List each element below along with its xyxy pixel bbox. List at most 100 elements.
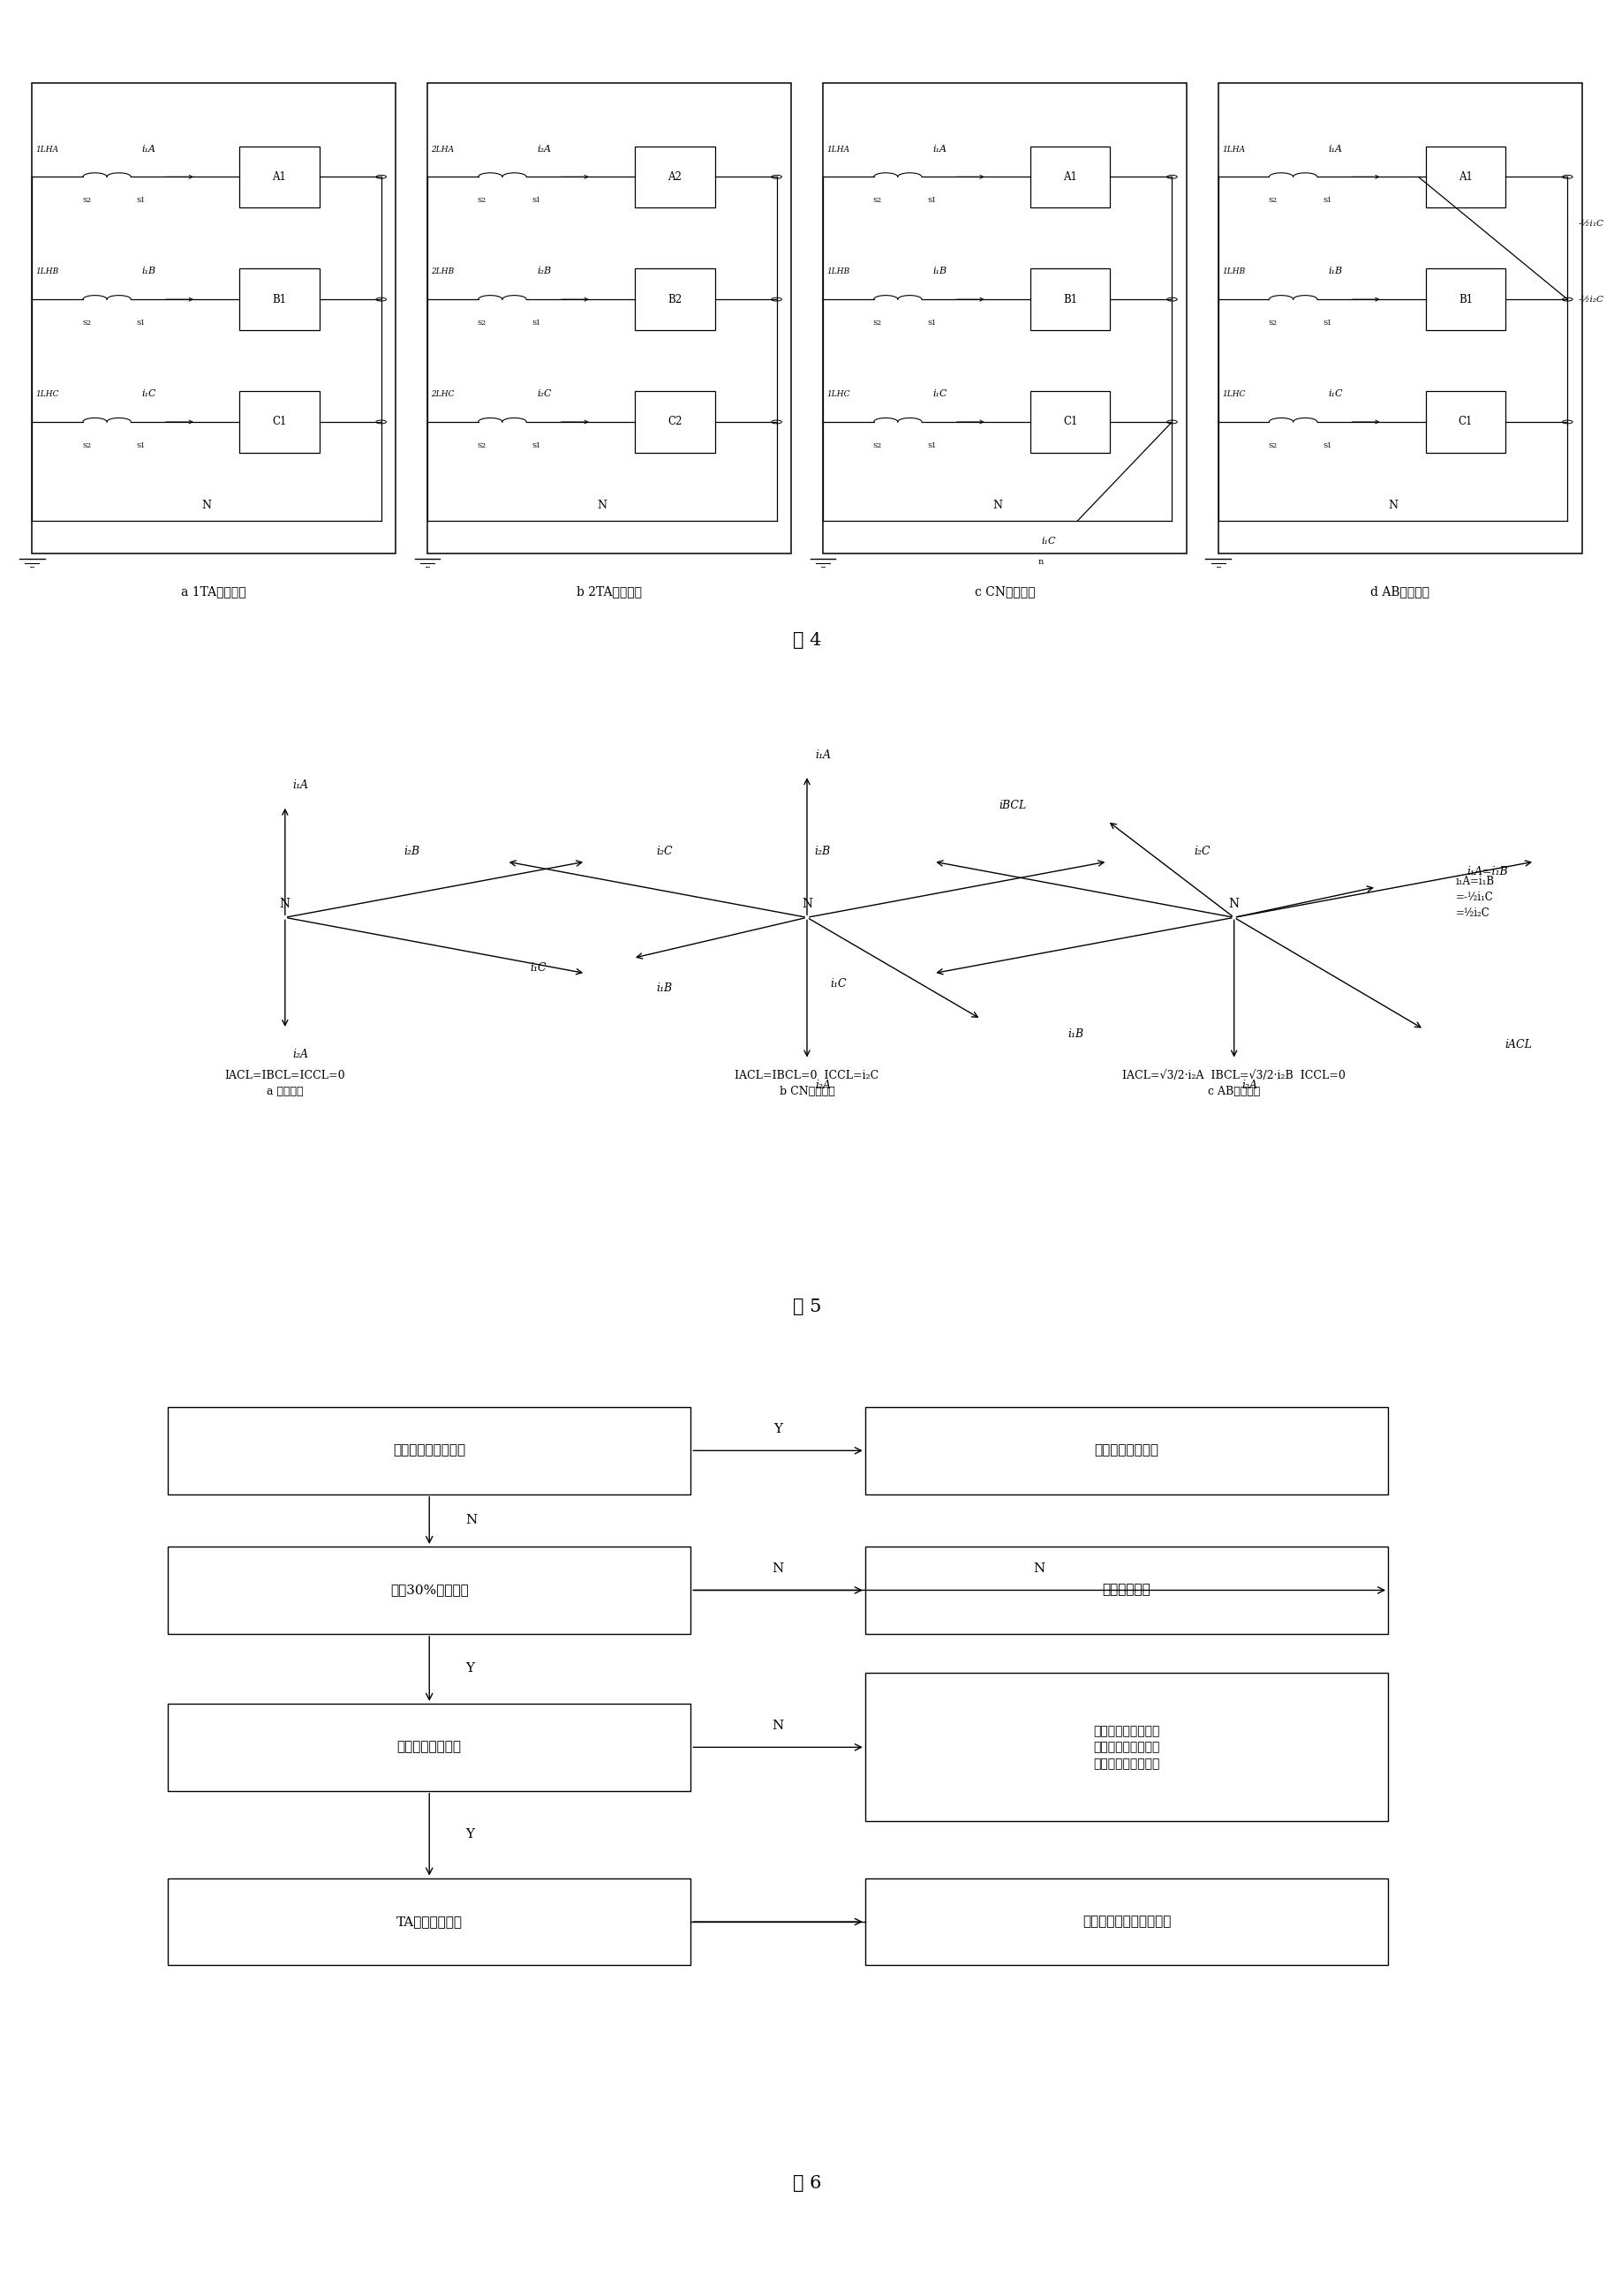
Text: 1LHC: 1LHC (36, 390, 60, 397)
Text: 其它侧电流也有变化
说明变化是负荷电流
变动引起的正常现象: 其它侧电流也有变化 说明变化是负荷电流 变动引起的正常现象 (1093, 1724, 1160, 1770)
Text: N: N (771, 1561, 784, 1575)
FancyBboxPatch shape (239, 390, 320, 452)
Text: S1: S1 (1323, 441, 1332, 450)
Text: S1: S1 (1323, 197, 1332, 204)
Text: 不作任何处理: 不作任何处理 (1102, 1584, 1151, 1596)
Text: i₁C: i₁C (1041, 537, 1056, 546)
Text: B1: B1 (1459, 294, 1472, 305)
FancyBboxPatch shape (1030, 390, 1110, 452)
Text: i₁A=i₁B: i₁A=i₁B (1467, 866, 1507, 877)
Text: iACL: iACL (1506, 1038, 1532, 1049)
Text: 下降30%或者以上: 下降30%或者以上 (391, 1584, 468, 1596)
Text: 2LHC: 2LHC (431, 390, 455, 397)
Text: S2: S2 (1269, 441, 1277, 450)
Text: 图 6: 图 6 (792, 2174, 822, 2193)
Text: i₂B: i₂B (404, 845, 420, 856)
Text: i₂C: i₂C (537, 390, 552, 397)
Text: N: N (202, 501, 211, 512)
Text: S2: S2 (873, 319, 881, 326)
FancyBboxPatch shape (168, 1548, 691, 1635)
Text: i₁B: i₁B (142, 266, 157, 276)
Text: i₂A: i₂A (537, 145, 552, 154)
Text: N: N (1388, 501, 1398, 512)
Text: S1: S1 (533, 441, 541, 450)
Text: A1: A1 (1064, 172, 1077, 184)
Text: A1: A1 (1459, 172, 1472, 184)
Text: S1: S1 (928, 197, 936, 204)
Text: 1LHA: 1LHA (826, 145, 849, 154)
FancyBboxPatch shape (1030, 147, 1110, 207)
Text: i₂A: i₂A (815, 1079, 831, 1091)
Text: 1LHB: 1LHB (36, 269, 58, 276)
Text: i₂B: i₂B (815, 845, 831, 856)
FancyBboxPatch shape (1219, 83, 1582, 553)
Text: 图 5: 图 5 (792, 1300, 822, 1316)
Text: i₁C: i₁C (142, 390, 157, 397)
Text: 1LHB: 1LHB (826, 269, 849, 276)
FancyBboxPatch shape (865, 1548, 1388, 1635)
FancyBboxPatch shape (239, 269, 320, 331)
Text: A2: A2 (668, 172, 681, 184)
Text: iBCL: iBCL (999, 799, 1027, 810)
Text: S2: S2 (478, 319, 486, 326)
FancyBboxPatch shape (1425, 147, 1506, 207)
Text: IACL=IBCL=0  ICCL=i₂C
b CN相短路后: IACL=IBCL=0 ICCL=i₂C b CN相短路后 (734, 1070, 880, 1097)
Text: IACL=√3/2·i₂A  IBCL=√3/2·i₂B  ICCL=0
c AB相短路后: IACL=√3/2·i₂A IBCL=√3/2·i₂B ICCL=0 c AB相… (1122, 1070, 1346, 1097)
Text: i₁B: i₁B (657, 983, 673, 994)
Text: -½i₁C: -½i₁C (1578, 220, 1604, 227)
Text: S1: S1 (533, 319, 541, 326)
FancyBboxPatch shape (865, 1674, 1388, 1821)
Text: A1: A1 (273, 172, 286, 184)
Text: 1LHC: 1LHC (1222, 390, 1246, 397)
Text: 2LHB: 2LHB (431, 269, 454, 276)
FancyBboxPatch shape (1425, 390, 1506, 452)
Text: 进入故障处理程序: 进入故障处理程序 (1094, 1444, 1159, 1456)
Text: C1: C1 (1459, 416, 1474, 427)
Text: IACL=IBCL=ICCL=0
a 正常运行: IACL=IBCL=ICCL=0 a 正常运行 (224, 1070, 345, 1097)
Text: S2: S2 (873, 197, 881, 204)
Text: B1: B1 (1064, 294, 1077, 305)
Text: S2: S2 (82, 441, 90, 450)
FancyBboxPatch shape (865, 1407, 1388, 1495)
Text: i₁B: i₁B (1328, 266, 1343, 276)
FancyBboxPatch shape (428, 83, 791, 553)
Text: N: N (993, 501, 1002, 512)
Text: C1: C1 (273, 416, 287, 427)
Text: S1: S1 (928, 441, 936, 450)
Text: C2: C2 (668, 416, 683, 427)
Text: 1LHA: 1LHA (1222, 145, 1244, 154)
Text: i₁C: i₁C (1328, 390, 1343, 397)
Text: 2LHA: 2LHA (431, 145, 454, 154)
Text: 电流突变后电流增大: 电流突变后电流增大 (394, 1444, 465, 1456)
Text: N: N (466, 1515, 478, 1527)
Text: a 1TA正常运行: a 1TA正常运行 (181, 585, 247, 597)
Text: -½i₂C: -½i₂C (1578, 296, 1604, 303)
Text: 其它侧电流无变化: 其它侧电流无变化 (397, 1740, 462, 1754)
Text: Y: Y (466, 1828, 475, 1841)
Text: S1: S1 (1323, 319, 1332, 326)
Text: S2: S2 (478, 441, 486, 450)
Text: i₁C: i₁C (831, 978, 847, 990)
Text: N: N (279, 898, 291, 909)
Text: i₂A: i₂A (1241, 1079, 1257, 1091)
Text: 1LHB: 1LHB (1222, 269, 1244, 276)
FancyBboxPatch shape (32, 83, 395, 553)
FancyBboxPatch shape (634, 390, 715, 452)
Text: S2: S2 (82, 197, 90, 204)
Text: b 2TA正常运行: b 2TA正常运行 (576, 585, 642, 597)
Text: N: N (1228, 898, 1240, 909)
FancyBboxPatch shape (634, 269, 715, 331)
Text: d AB相短路后: d AB相短路后 (1370, 585, 1430, 597)
Text: 发出警报、闭锁差动保护: 发出警报、闭锁差动保护 (1083, 1915, 1170, 1929)
Text: i₂A: i₂A (292, 1049, 308, 1061)
FancyBboxPatch shape (634, 147, 715, 207)
Text: i₂C: i₂C (1194, 845, 1210, 856)
Text: N: N (802, 898, 812, 909)
Text: i₁C: i₁C (529, 962, 546, 974)
Text: 1LHA: 1LHA (36, 145, 58, 154)
Text: Y: Y (773, 1424, 783, 1435)
Text: i₁B: i₁B (1068, 1029, 1085, 1040)
Text: Y: Y (466, 1662, 475, 1674)
FancyBboxPatch shape (823, 83, 1186, 553)
FancyBboxPatch shape (1425, 269, 1506, 331)
